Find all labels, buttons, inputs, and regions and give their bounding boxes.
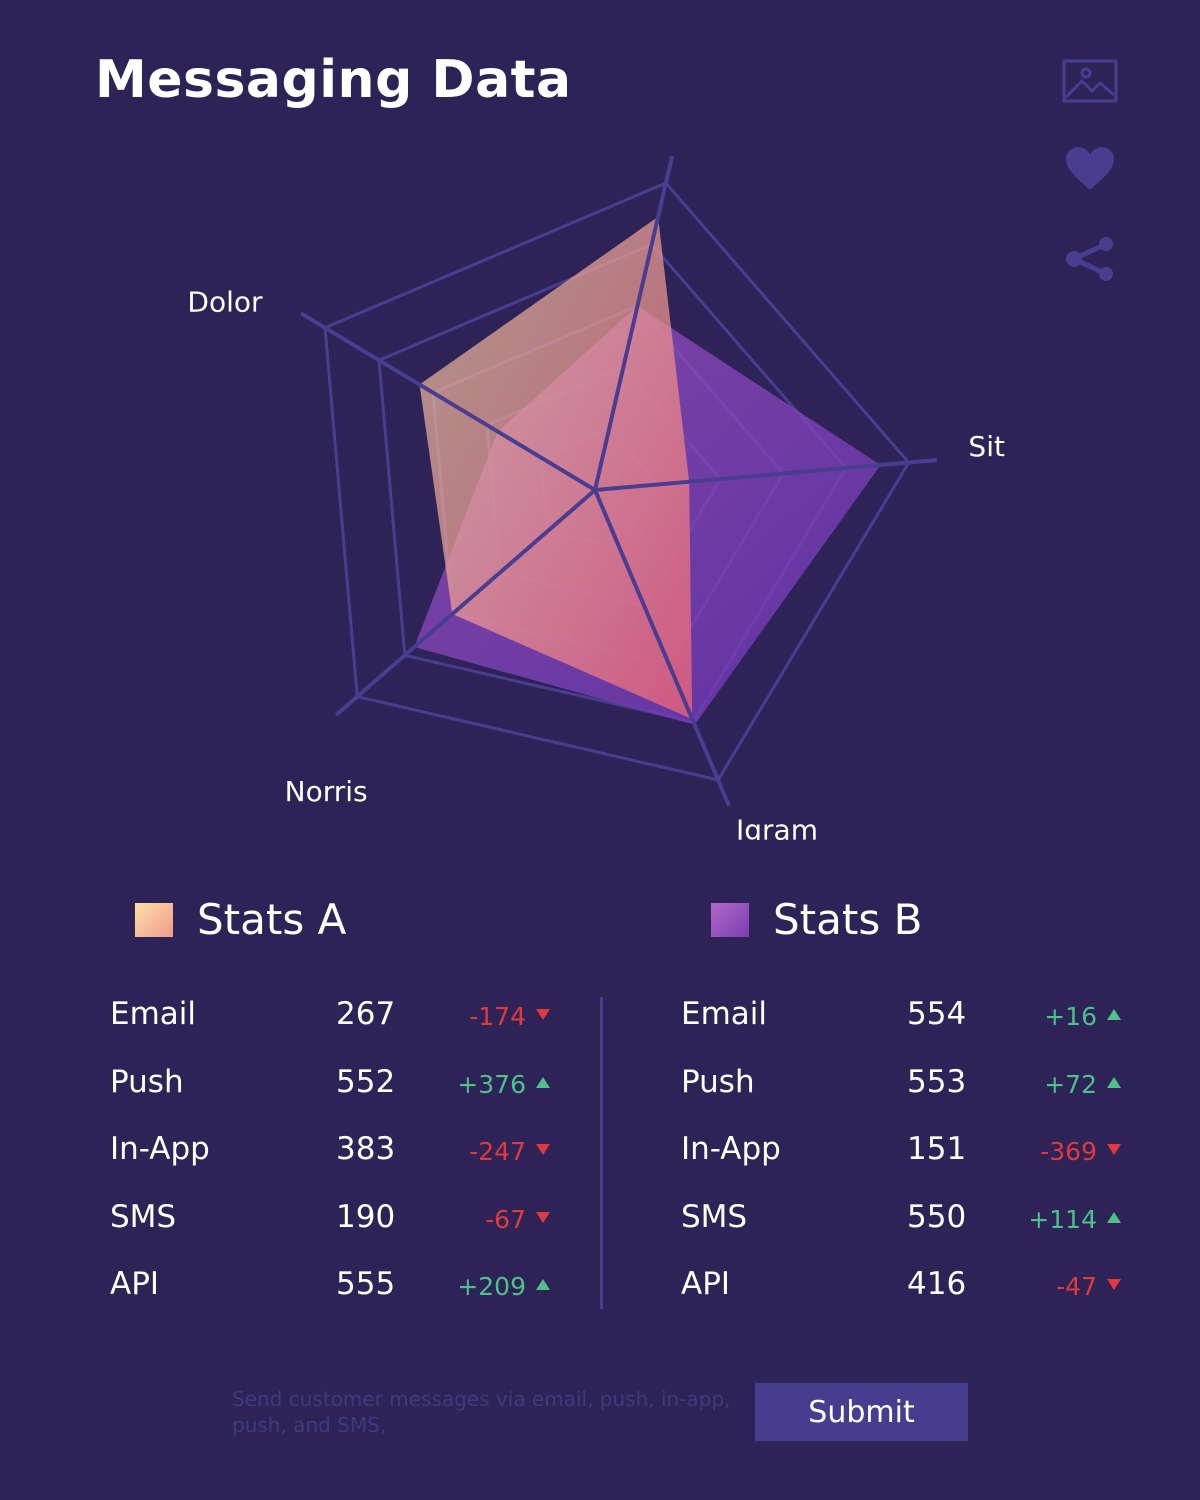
table-row: SMS 550 +114 (681, 1193, 1121, 1261)
trend-icon (1107, 1279, 1121, 1290)
row-value: 190 (336, 1198, 396, 1235)
table-row: In-App 383 -247 (110, 1125, 550, 1193)
table-row: Email 267 -174 (110, 990, 550, 1058)
row-label: SMS (110, 1198, 177, 1235)
row-value: 552 (336, 1063, 396, 1100)
row-value: 553 (907, 1063, 967, 1100)
legend-stats-a: Stats A (135, 895, 346, 944)
axis-label: Igram (736, 814, 818, 840)
grid-ring (323, 181, 911, 782)
trend-icon (536, 1076, 550, 1088)
row-value: 383 (336, 1131, 396, 1167)
share-icon[interactable] (1060, 234, 1120, 284)
trend-icon (1107, 1144, 1121, 1155)
trend-icon (1107, 1076, 1121, 1088)
axis-label: Dolor (187, 285, 263, 318)
axis-line (594, 458, 937, 492)
legend-label-b: Stats B (773, 895, 923, 944)
row-label: Email (110, 996, 197, 1032)
stats-b-table: Email 554 +16 Push 553 +72 In-App 151 -369 SMS… (681, 990, 1121, 1328)
row-label: API (681, 1266, 731, 1302)
row-change: -247 (469, 1137, 526, 1166)
axis-label: Sit (968, 430, 1005, 463)
axis-line (593, 155, 675, 491)
trend-icon (536, 1009, 550, 1020)
row-label: SMS (681, 1198, 748, 1235)
table-row: Push 553 +72 (681, 1058, 1121, 1126)
table-row: In-App 151 -369 (681, 1125, 1121, 1193)
row-value: 151 (907, 1131, 967, 1167)
row-value: 416 (907, 1266, 967, 1302)
row-label: API (110, 1266, 160, 1302)
heart-icon[interactable] (1060, 144, 1120, 194)
axis-line (593, 489, 731, 807)
row-label: In-App (110, 1131, 210, 1167)
row-label: In-App (681, 1131, 781, 1167)
row-label: Push (110, 1063, 184, 1100)
trend-icon (1107, 1211, 1121, 1223)
table-divider (600, 997, 603, 1309)
legend-swatch-a (135, 902, 173, 937)
axis-label: Norris (285, 775, 368, 808)
table-row: Push 552 +376 (110, 1058, 550, 1126)
legend-stats-b: Stats B (711, 895, 922, 944)
row-label: Email (681, 996, 768, 1032)
submit-button[interactable]: Submit (755, 1383, 968, 1441)
row-value: 555 (336, 1266, 396, 1302)
axis-line (299, 311, 597, 492)
row-change: +16 (1044, 1002, 1097, 1031)
trend-icon (536, 1279, 550, 1290)
trend-icon (1107, 1009, 1121, 1020)
row-change: -67 (485, 1204, 526, 1234)
row-change: +114 (1028, 1204, 1097, 1234)
stats-a-table: Email 267 -174 Push 552 +376 In-App 383 -247 S… (110, 990, 550, 1328)
radar-chart: AmetSitIgramNorrisDolor (187, 155, 1005, 840)
footer-description: Send customer messages via email, push, … (232, 1387, 731, 1437)
legend-label-a: Stats A (197, 895, 347, 944)
row-change: -174 (469, 1002, 526, 1031)
table-row: SMS 190 -67 (110, 1193, 550, 1261)
row-change: +209 (457, 1272, 526, 1301)
row-value: 554 (907, 996, 967, 1032)
table-row: API 416 -47 (681, 1260, 1121, 1328)
trend-icon (536, 1144, 550, 1155)
legend-swatch-b (711, 902, 749, 937)
row-value: 550 (907, 1198, 967, 1235)
row-change: +376 (457, 1069, 526, 1099)
row-change: -369 (1040, 1137, 1097, 1166)
axis-line (334, 488, 597, 717)
table-row: API 555 +209 (110, 1260, 550, 1328)
row-label: Push (681, 1063, 755, 1100)
row-change: -47 (1056, 1272, 1097, 1301)
row-change: +72 (1044, 1069, 1097, 1099)
row-value: 267 (336, 996, 396, 1032)
image-icon[interactable] (1060, 56, 1120, 106)
page-title: Messaging Data (95, 50, 572, 110)
table-row: Email 554 +16 (681, 990, 1121, 1058)
trend-icon (536, 1211, 550, 1223)
